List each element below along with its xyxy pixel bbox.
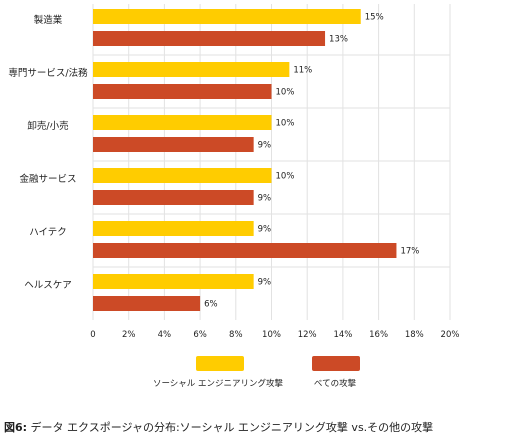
tick-label: 2%	[122, 330, 136, 340]
value-label: 11%	[293, 66, 312, 76]
figure-label: 図6:	[4, 421, 28, 434]
bar	[93, 274, 254, 289]
category-label: ヘルスケア	[24, 280, 72, 291]
value-label: 15%	[365, 13, 384, 23]
x-axis-ticks: 0 2% 4% 6% 8% 10% 12% 14% 16% 18% 20%	[90, 330, 459, 340]
value-label: 6%	[204, 300, 218, 310]
value-label: 13%	[329, 35, 348, 45]
tick-label: 0	[90, 330, 95, 340]
bar	[93, 9, 361, 24]
bar	[93, 62, 290, 77]
tick-label: 4%	[158, 330, 172, 340]
value-label: 9%	[258, 225, 272, 235]
bar	[93, 221, 254, 236]
bar	[93, 296, 201, 311]
category-separators	[93, 54, 450, 268]
bar	[93, 137, 254, 152]
tick-label: 18%	[405, 330, 424, 340]
tick-label: 14%	[333, 330, 352, 340]
grid-lines	[92, 4, 451, 320]
value-label: 17%	[400, 247, 419, 257]
legend-swatch	[196, 356, 244, 371]
bars: 15% 13% 11% 10% 10% 9% 10% 9% 9% 17% 9% 6%	[93, 9, 419, 311]
tick-label: 6%	[193, 330, 207, 340]
value-label: 10%	[276, 88, 295, 98]
caption-text: データ エクスポージャの分布:ソーシャル エンジニアリング攻撃 vs.その他の攻…	[27, 421, 434, 434]
bar	[93, 115, 272, 130]
value-label: 9%	[258, 194, 272, 204]
legend: ソーシャル エンジニアリング攻撃 べての攻撃	[153, 356, 360, 389]
tick-label: 16%	[369, 330, 388, 340]
figure-caption: 図6: データ エクスポージャの分布:ソーシャル エンジニアリング攻撃 vs.そ…	[4, 419, 433, 435]
tick-label: 12%	[298, 330, 317, 340]
bar	[93, 31, 326, 46]
tick-label: 10%	[262, 330, 281, 340]
bar	[93, 190, 254, 205]
legend-label: ソーシャル エンジニアリング攻撃	[153, 378, 284, 389]
bar	[93, 243, 397, 258]
bar	[93, 168, 272, 183]
value-label: 9%	[258, 141, 272, 151]
tick-label: 8%	[229, 330, 243, 340]
category-label: ハイテク	[29, 227, 67, 238]
category-label: 専門サービス/法務	[8, 67, 88, 79]
category-label: 金融サービス	[19, 173, 76, 185]
legend-swatch	[312, 356, 360, 371]
bar	[93, 84, 272, 99]
value-label: 10%	[276, 119, 295, 129]
value-label: 10%	[276, 172, 295, 182]
legend-label: べての攻撃	[314, 378, 357, 389]
category-label: 製造業	[34, 14, 63, 26]
value-label: 9%	[258, 278, 272, 288]
tick-label: 20%	[441, 330, 460, 340]
category-label: 卸売/小売	[27, 120, 68, 132]
